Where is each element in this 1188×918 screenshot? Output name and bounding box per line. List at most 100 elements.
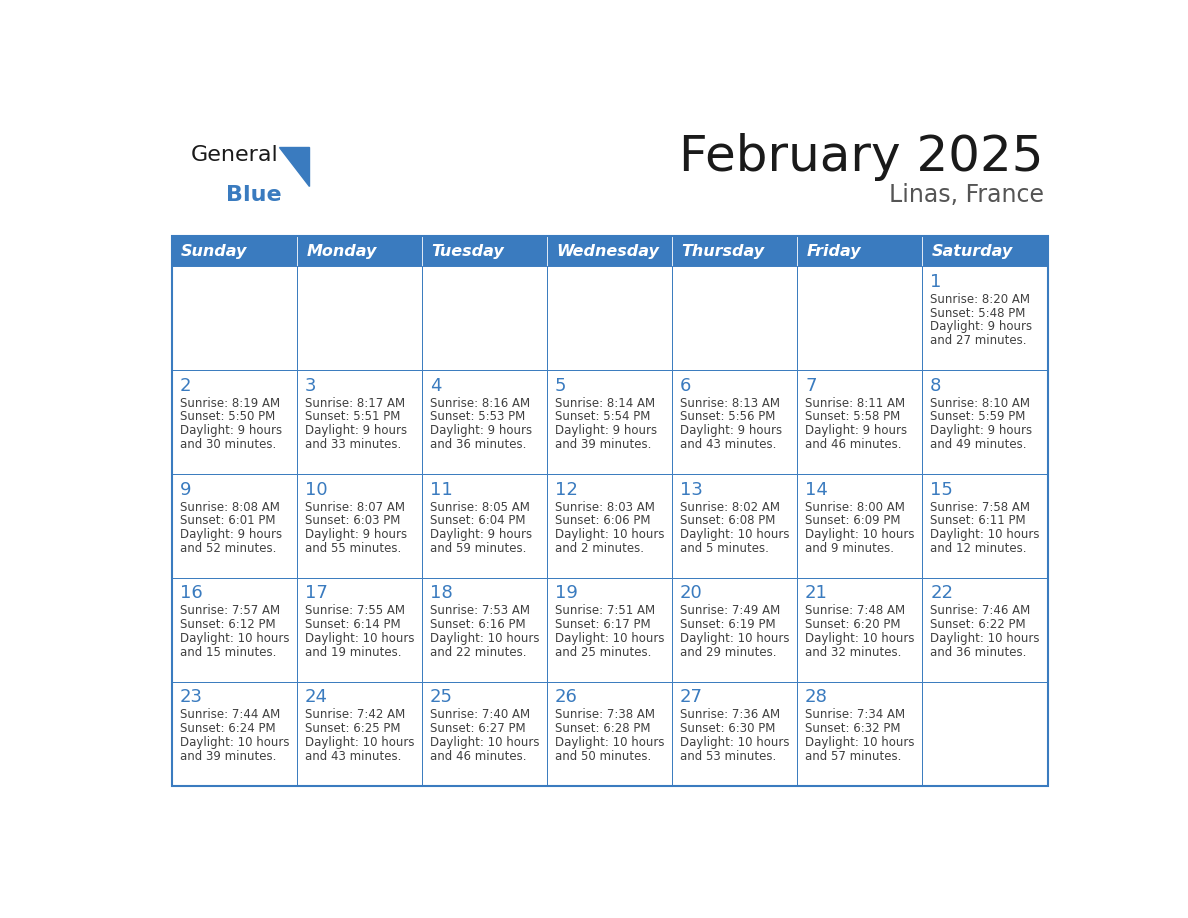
Text: Sunset: 6:03 PM: Sunset: 6:03 PM — [304, 514, 400, 528]
Text: Sunset: 6:12 PM: Sunset: 6:12 PM — [179, 619, 276, 632]
Text: 27: 27 — [680, 688, 703, 707]
Text: 12: 12 — [555, 480, 577, 498]
Text: Daylight: 10 hours: Daylight: 10 hours — [179, 736, 289, 749]
Text: and 52 minutes.: and 52 minutes. — [179, 543, 276, 555]
Bar — [546, 371, 672, 475]
Text: and 9 minutes.: and 9 minutes. — [805, 543, 895, 555]
Text: Daylight: 10 hours: Daylight: 10 hours — [304, 633, 415, 645]
Bar — [546, 475, 672, 578]
Text: Sunrise: 8:14 AM: Sunrise: 8:14 AM — [555, 397, 655, 409]
Text: 22: 22 — [930, 585, 953, 602]
Text: 2: 2 — [179, 376, 191, 395]
Text: Sunrise: 8:07 AM: Sunrise: 8:07 AM — [304, 500, 405, 513]
Text: Sunset: 6:09 PM: Sunset: 6:09 PM — [805, 514, 901, 528]
Text: Sunrise: 7:40 AM: Sunrise: 7:40 AM — [430, 709, 530, 722]
Text: 17: 17 — [304, 585, 328, 602]
Bar — [297, 682, 422, 786]
Text: 8: 8 — [930, 376, 942, 395]
Bar — [546, 682, 672, 786]
Text: 28: 28 — [805, 688, 828, 707]
Bar — [797, 682, 922, 786]
Text: and 49 minutes.: and 49 minutes. — [930, 438, 1026, 451]
Bar — [797, 236, 922, 266]
Text: Daylight: 9 hours: Daylight: 9 hours — [680, 424, 782, 437]
Text: Sunrise: 7:58 AM: Sunrise: 7:58 AM — [930, 500, 1030, 513]
Text: Daylight: 10 hours: Daylight: 10 hours — [179, 633, 289, 645]
Text: Daylight: 9 hours: Daylight: 9 hours — [304, 528, 406, 542]
Text: 23: 23 — [179, 688, 202, 707]
Bar — [922, 371, 1048, 475]
Polygon shape — [279, 147, 309, 185]
Text: 4: 4 — [430, 376, 441, 395]
Bar — [422, 682, 546, 786]
Text: General: General — [191, 145, 279, 165]
Text: Sunrise: 7:51 AM: Sunrise: 7:51 AM — [555, 604, 655, 618]
Text: Sunset: 6:01 PM: Sunset: 6:01 PM — [179, 514, 274, 528]
Bar — [797, 475, 922, 578]
Text: Sunset: 5:53 PM: Sunset: 5:53 PM — [430, 410, 525, 423]
Text: and 30 minutes.: and 30 minutes. — [179, 438, 276, 451]
Text: Sunset: 6:32 PM: Sunset: 6:32 PM — [805, 722, 901, 735]
Text: and 2 minutes.: and 2 minutes. — [555, 543, 644, 555]
Text: Daylight: 10 hours: Daylight: 10 hours — [680, 528, 790, 542]
Text: Sunrise: 7:46 AM: Sunrise: 7:46 AM — [930, 604, 1030, 618]
Text: Linas, France: Linas, France — [889, 184, 1043, 207]
Text: Sunset: 6:16 PM: Sunset: 6:16 PM — [430, 619, 525, 632]
Bar — [672, 475, 797, 578]
Text: 13: 13 — [680, 480, 703, 498]
Text: and 27 minutes.: and 27 minutes. — [930, 334, 1026, 347]
Text: Daylight: 10 hours: Daylight: 10 hours — [805, 633, 915, 645]
Text: Sunrise: 8:03 AM: Sunrise: 8:03 AM — [555, 500, 655, 513]
Text: and 39 minutes.: and 39 minutes. — [555, 438, 651, 451]
Bar — [672, 266, 797, 371]
Text: 11: 11 — [430, 480, 453, 498]
Text: Daylight: 10 hours: Daylight: 10 hours — [930, 528, 1040, 542]
Bar — [546, 578, 672, 682]
Text: Sunset: 6:22 PM: Sunset: 6:22 PM — [930, 619, 1025, 632]
Bar — [922, 236, 1048, 266]
Text: Daylight: 10 hours: Daylight: 10 hours — [430, 736, 539, 749]
Bar — [922, 682, 1048, 786]
Text: and 36 minutes.: and 36 minutes. — [430, 438, 526, 451]
Text: 26: 26 — [555, 688, 577, 707]
Text: Wednesday: Wednesday — [556, 243, 659, 259]
Text: and 19 minutes.: and 19 minutes. — [304, 646, 402, 659]
Text: Sunrise: 8:17 AM: Sunrise: 8:17 AM — [304, 397, 405, 409]
Text: Sunset: 6:28 PM: Sunset: 6:28 PM — [555, 722, 650, 735]
Text: Sunset: 6:20 PM: Sunset: 6:20 PM — [805, 619, 901, 632]
Text: Daylight: 9 hours: Daylight: 9 hours — [430, 528, 532, 542]
Text: Daylight: 10 hours: Daylight: 10 hours — [680, 736, 790, 749]
Bar — [297, 371, 422, 475]
Text: Sunrise: 7:57 AM: Sunrise: 7:57 AM — [179, 604, 279, 618]
Text: and 22 minutes.: and 22 minutes. — [430, 646, 526, 659]
Bar — [672, 682, 797, 786]
Text: 16: 16 — [179, 585, 202, 602]
Text: Sunset: 6:27 PM: Sunset: 6:27 PM — [430, 722, 525, 735]
Bar — [797, 578, 922, 682]
Text: Sunrise: 7:36 AM: Sunrise: 7:36 AM — [680, 709, 781, 722]
Text: Daylight: 10 hours: Daylight: 10 hours — [430, 633, 539, 645]
Text: 18: 18 — [430, 585, 453, 602]
Text: Sunset: 6:17 PM: Sunset: 6:17 PM — [555, 619, 651, 632]
Text: and 29 minutes.: and 29 minutes. — [680, 646, 777, 659]
Text: and 15 minutes.: and 15 minutes. — [179, 646, 276, 659]
Text: Daylight: 10 hours: Daylight: 10 hours — [680, 633, 790, 645]
Text: Daylight: 9 hours: Daylight: 9 hours — [555, 424, 657, 437]
Text: and 46 minutes.: and 46 minutes. — [430, 750, 526, 763]
Text: Sunrise: 8:13 AM: Sunrise: 8:13 AM — [680, 397, 781, 409]
Text: 15: 15 — [930, 480, 953, 498]
Text: Sunrise: 7:55 AM: Sunrise: 7:55 AM — [304, 604, 405, 618]
Text: Sunset: 6:30 PM: Sunset: 6:30 PM — [680, 722, 776, 735]
Text: Sunset: 5:56 PM: Sunset: 5:56 PM — [680, 410, 776, 423]
Text: and 12 minutes.: and 12 minutes. — [930, 543, 1026, 555]
Text: and 39 minutes.: and 39 minutes. — [179, 750, 276, 763]
Text: Sunrise: 8:16 AM: Sunrise: 8:16 AM — [430, 397, 530, 409]
Bar — [672, 578, 797, 682]
Bar — [922, 578, 1048, 682]
Bar — [172, 236, 1048, 786]
Text: Monday: Monday — [307, 243, 377, 259]
Text: Sunday: Sunday — [181, 243, 247, 259]
Bar — [172, 578, 297, 682]
Text: Sunset: 5:54 PM: Sunset: 5:54 PM — [555, 410, 650, 423]
Text: Sunrise: 7:48 AM: Sunrise: 7:48 AM — [805, 604, 905, 618]
